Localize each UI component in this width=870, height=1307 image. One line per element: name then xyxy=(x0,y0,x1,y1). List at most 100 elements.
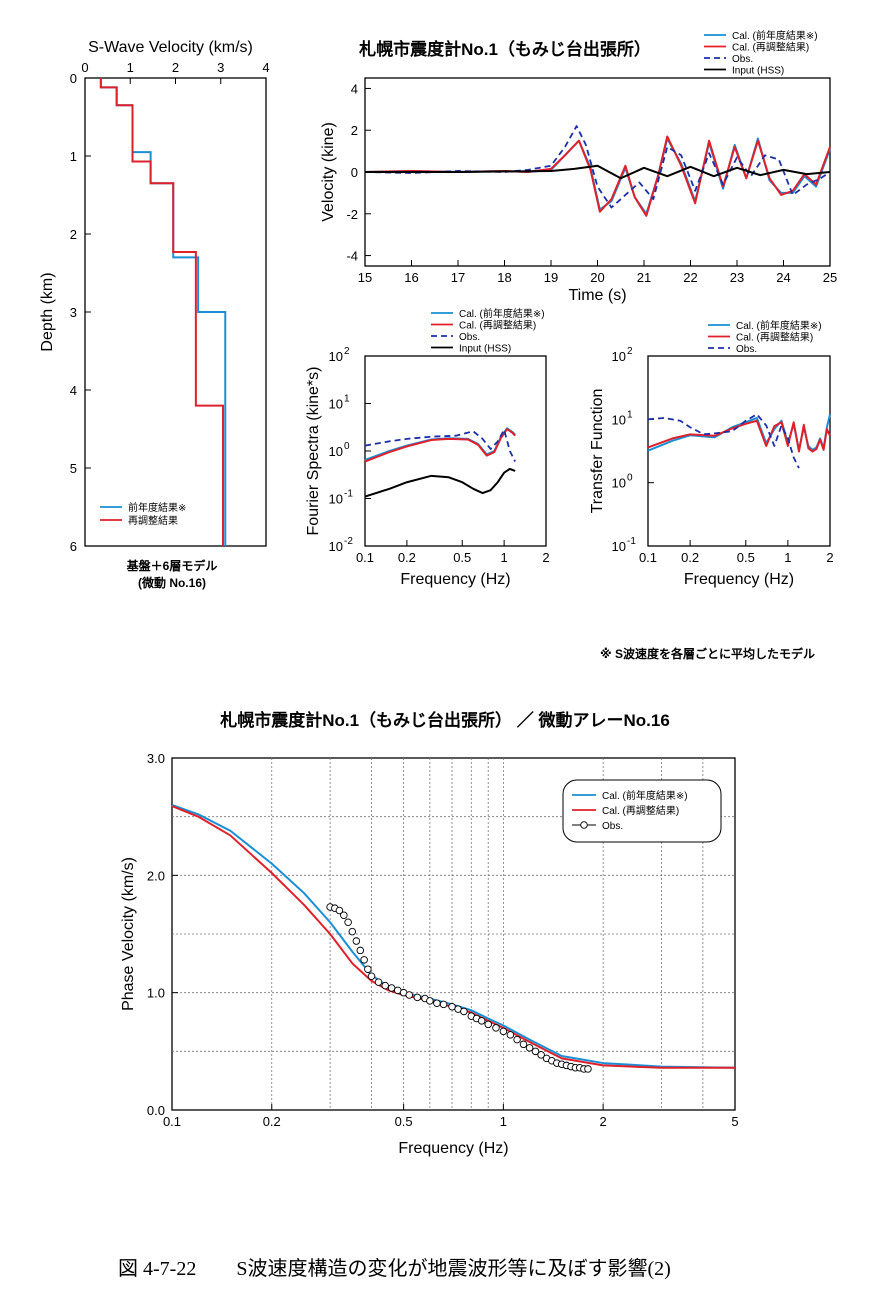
x-axis-label: Frequency (Hz) xyxy=(400,571,510,588)
series-line xyxy=(647,413,800,469)
obs-point xyxy=(513,1035,521,1044)
obs-point xyxy=(460,1007,468,1016)
model-sublabel: (微動 No.16) xyxy=(138,575,206,590)
x-tick-label: 0.1 xyxy=(163,1114,181,1129)
series-line xyxy=(171,805,735,1069)
y-tick-label: -2 xyxy=(346,207,358,222)
obs-point xyxy=(525,1044,534,1052)
y-tick-label: 10 xyxy=(612,539,626,554)
x-tick-label: 25 xyxy=(823,270,837,285)
obs-point xyxy=(506,1031,515,1039)
phase-velocity-panel: 札幌市震度計No.1（もみじ台出張所） ／ 微動アレーNo.16 0.1 0.2 0.… xyxy=(120,710,739,1157)
x-tick-label: 20 xyxy=(590,270,604,285)
obs-point xyxy=(360,956,368,964)
y-tick-label: 2 xyxy=(70,227,77,242)
x-tick-label: 1 xyxy=(501,550,508,565)
x-tick-label: 2 xyxy=(826,550,833,565)
legend-label: Cal. (再調整結果) xyxy=(459,319,536,332)
obs-point xyxy=(387,984,396,992)
y-tick-exponent: 1 xyxy=(344,394,350,405)
x-tick-label: 0 xyxy=(81,60,88,75)
x-tick-label: 2 xyxy=(600,1114,607,1129)
obs-point xyxy=(344,918,352,927)
legend-label: 前年度結果※ xyxy=(128,501,186,514)
y-tick-label: 10 xyxy=(329,349,343,364)
obs-point xyxy=(531,1047,540,1056)
y-axis-label: Fourier Spectra (kine*s) xyxy=(305,367,322,536)
y-tick-exponent: 2 xyxy=(627,346,633,357)
x-tick-label: 1 xyxy=(127,60,134,75)
y-tick-label: 2.0 xyxy=(147,868,165,883)
x-tick-label: 24 xyxy=(776,270,790,285)
legend-marker xyxy=(580,821,588,829)
series-line xyxy=(364,125,831,209)
y-tick-label: 3.0 xyxy=(147,751,165,766)
obs-point xyxy=(381,981,389,990)
x-tick-label: 0.2 xyxy=(263,1114,281,1129)
waveform-panel: 札幌市震度計No.1（もみじ台出張所）15 16 17 18 19 20 21 22 23 24 2… xyxy=(320,29,837,304)
x-tick-label: 0.1 xyxy=(639,550,657,565)
legend-box xyxy=(562,779,722,843)
series-line xyxy=(365,164,831,180)
x-axis-label: Time (s) xyxy=(568,287,626,304)
obs-point xyxy=(484,1020,492,1029)
chart-title: 札幌市震度計No.1（もみじ台出張所） ／ 微動アレーNo.16 xyxy=(219,710,670,730)
obs-point xyxy=(364,965,372,973)
y-tick-exponent: 0 xyxy=(344,441,350,452)
series-line xyxy=(364,427,516,461)
obs-point xyxy=(584,1065,592,1073)
x-tick-label: 0.2 xyxy=(681,550,699,565)
y-tick-exponent: -1 xyxy=(627,536,636,547)
obs-point xyxy=(477,1017,486,1025)
obs-point xyxy=(433,999,441,1007)
y-tick-label: 10 xyxy=(329,492,343,507)
x-tick-label: 22 xyxy=(683,270,697,285)
series-line xyxy=(364,428,516,462)
x-tick-label: 5 xyxy=(731,1114,738,1129)
y-tick-label: 4 xyxy=(70,383,77,398)
y-tick-label: 5 xyxy=(70,461,77,476)
legend-label: Obs. xyxy=(736,344,757,355)
x-tick-label: 17 xyxy=(451,270,465,285)
x-tick-label: 2 xyxy=(172,60,179,75)
series-line xyxy=(647,419,831,453)
x-tick-label: 1 xyxy=(500,1114,507,1129)
obs-point xyxy=(439,1000,448,1009)
y-tick-label: 10 xyxy=(329,444,343,459)
x-tick-label: 0.5 xyxy=(737,550,755,565)
legend-label: Cal. (再調整結果) xyxy=(602,804,679,817)
y-tick-label: 2 xyxy=(351,123,358,138)
x-tick-label: 2 xyxy=(542,550,549,565)
y-axis-label: Depth (km) xyxy=(39,272,56,351)
y-tick-label: 0 xyxy=(351,165,358,180)
obs-point xyxy=(499,1027,508,1036)
legend-label: 再調整結果 xyxy=(128,514,178,527)
obs-point xyxy=(413,993,422,1002)
y-tick-exponent: -2 xyxy=(344,536,353,547)
model-note: ※ S波速度を各層ごとに平均したモデル xyxy=(600,647,816,661)
legend-label: Input (HSS) xyxy=(732,66,784,77)
legend-label: Cal. (前年度結果※) xyxy=(459,307,545,320)
y-tick-label: 10 xyxy=(612,349,626,364)
x-tick-label: 0.5 xyxy=(453,550,471,565)
x-tick-label: 1 xyxy=(784,550,791,565)
legend-label: Cal. (再調整結果) xyxy=(732,41,809,54)
y-tick-exponent: 0 xyxy=(627,473,633,484)
obs-point xyxy=(405,991,414,999)
y-tick-label: 10 xyxy=(329,397,343,412)
obs-point xyxy=(374,978,383,986)
y-tick-exponent: 1 xyxy=(627,409,633,420)
chart-title: S-Wave Velocity (km/s) xyxy=(88,39,253,56)
x-axis-label: Frequency (Hz) xyxy=(398,1140,508,1157)
legend-label: Cal. (前年度結果※) xyxy=(736,319,822,332)
y-tick-label: -4 xyxy=(346,249,358,264)
x-tick-label: 0.1 xyxy=(356,550,374,565)
series-line xyxy=(99,78,227,546)
series-line xyxy=(364,135,831,217)
x-tick-label: 16 xyxy=(404,270,418,285)
obs-point xyxy=(519,1040,528,1049)
x-tick-label: 15 xyxy=(358,270,372,285)
